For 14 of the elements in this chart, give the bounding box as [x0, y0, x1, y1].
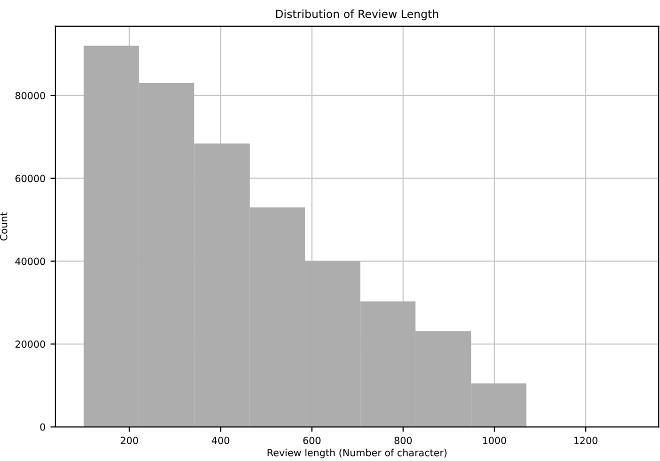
x-tick-label: 1200: [574, 436, 598, 444]
y-tick-label: 0: [40, 423, 46, 431]
x-tick-label: 400: [212, 436, 230, 444]
y-tick-label: 40000: [15, 258, 46, 266]
x-tick-label: 600: [303, 436, 321, 444]
y-tick-label: 60000: [15, 174, 46, 182]
chart-title: Distribution of Review Length: [276, 10, 438, 20]
x-tick-label: 1000: [483, 436, 506, 444]
y-axis-title: Count: [0, 212, 8, 240]
x-tick-label: 200: [120, 436, 138, 444]
y-tick-label: 80000: [15, 92, 46, 100]
x-tick-label: 800: [394, 436, 412, 444]
y-tick-label: 20000: [16, 340, 46, 348]
x-axis-title: Review length (Number of character): [268, 448, 447, 458]
